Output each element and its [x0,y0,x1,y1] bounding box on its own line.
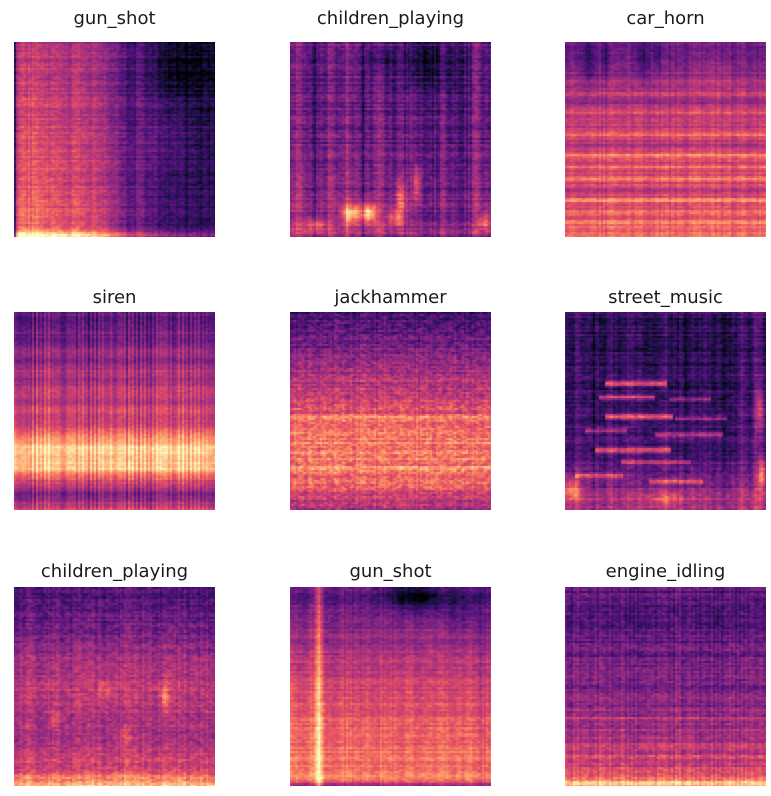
spectrogram-tile: engine_idling [565,557,766,786]
spectrogram-canvas [565,42,766,237]
spectrogram-canvas [14,312,215,510]
spectrogram-canvas [14,587,215,786]
spectrogram-canvas [14,42,215,237]
spectrogram-canvas [565,312,766,510]
tile-title: children_playing [40,561,189,582]
spectrogram-tile: siren [14,283,215,510]
spectrogram-canvas [290,587,491,786]
spectrogram-tile: street_music [565,283,766,510]
spectrogram-tile: children_playing [14,557,215,786]
tile-title: siren [92,287,137,308]
tile-title: children_playing [316,8,465,29]
spectrogram-canvas [565,587,766,786]
spectrogram-canvas [290,312,491,510]
spectrogram-tile: children_playing [290,4,491,237]
tile-title: gun_shot [73,8,156,29]
tile-title: jackhammer [334,287,447,308]
spectrogram-tile: gun_shot [290,557,491,786]
tile-title: gun_shot [349,561,432,582]
tile-title: engine_idling [605,561,726,582]
tile-title: street_music [608,287,723,308]
spectrogram-tile: gun_shot [14,4,215,237]
spectrogram-tile: car_horn [565,4,766,237]
spectrogram-canvas [290,42,491,237]
spectrogram-tile: jackhammer [290,283,491,510]
tile-title: car_horn [626,8,705,29]
